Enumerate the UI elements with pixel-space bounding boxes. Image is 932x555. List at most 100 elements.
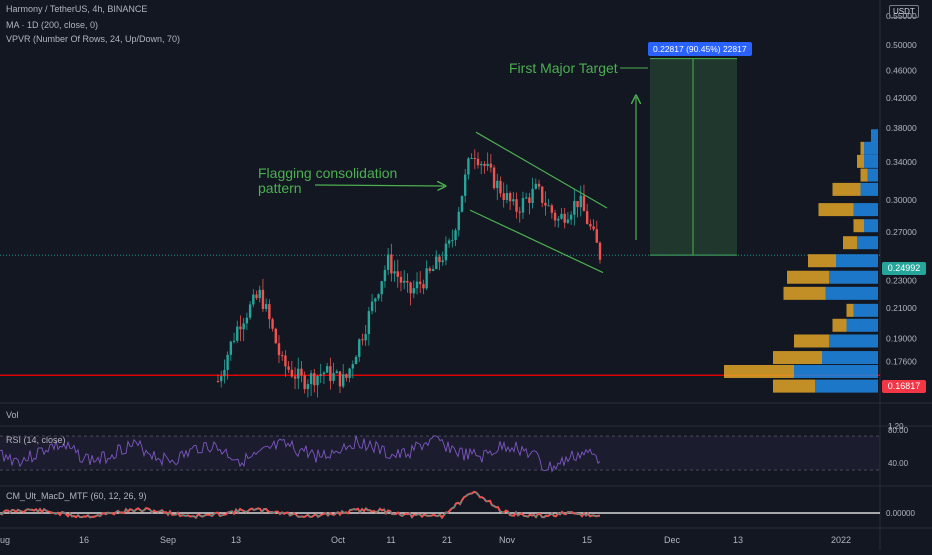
candle-body xyxy=(277,343,281,356)
candle-body xyxy=(406,280,409,283)
candle-body xyxy=(264,304,268,309)
vpvr-down-bar xyxy=(794,334,829,348)
candle-body xyxy=(367,311,371,335)
vpvr-up-bar xyxy=(822,351,878,365)
candle-body xyxy=(287,366,290,370)
candle-body xyxy=(370,301,374,312)
candle-body xyxy=(573,201,576,215)
vpvr-up-bar xyxy=(815,379,878,393)
flag-upper-line xyxy=(475,131,608,209)
candle-body xyxy=(589,223,592,227)
vpvr-down-bar xyxy=(787,270,829,284)
rsi-band xyxy=(0,436,880,470)
candle-body xyxy=(467,158,470,175)
x-tick-label: Nov xyxy=(499,535,516,545)
vpvr-up-bar xyxy=(864,154,878,168)
support-price-tag: 0.16817 xyxy=(882,380,926,393)
candle-body xyxy=(390,254,393,274)
candle-body xyxy=(521,198,525,213)
vpvr-down-bar xyxy=(832,182,861,196)
candle-body xyxy=(512,199,515,202)
candle-body xyxy=(380,281,383,295)
macd-signal-line xyxy=(0,491,601,519)
vpvr-up-bar xyxy=(860,182,878,196)
vpvr-down-bar xyxy=(783,286,826,300)
candle-body xyxy=(515,199,518,212)
candle-body xyxy=(428,268,432,271)
candle-body xyxy=(531,188,534,203)
candle-body xyxy=(316,375,319,386)
candle-body xyxy=(566,219,570,223)
candle-body xyxy=(499,180,502,194)
ma-legend[interactable]: MA · 1D (200, close, 0) xyxy=(6,20,99,30)
candle-body xyxy=(341,374,345,387)
candle-body xyxy=(332,373,335,381)
x-tick-label: 13 xyxy=(231,535,241,545)
x-tick-label: 2022 xyxy=(831,535,851,545)
candle-body xyxy=(242,323,245,330)
candle-body xyxy=(297,368,300,379)
y-tick-label: 0.23000 xyxy=(886,275,917,285)
vpvr-down-bar xyxy=(773,379,815,393)
vpvr-down-bar xyxy=(724,364,794,378)
candle-body xyxy=(528,197,531,203)
volume-pane-label[interactable]: Vol xyxy=(6,410,19,420)
candle-body xyxy=(268,304,271,320)
candle-body xyxy=(547,205,550,207)
candle-body xyxy=(351,364,355,369)
candle-body xyxy=(361,339,364,341)
vpvr-legend[interactable]: VPVR (Number Of Rows, 24, Up/Down, 70) xyxy=(6,34,181,44)
candle-body xyxy=(425,268,428,289)
y-tick-label: 0.46000 xyxy=(886,65,917,75)
candle-body xyxy=(598,242,602,260)
candle-body xyxy=(255,294,258,299)
candle-body xyxy=(463,174,467,196)
macd-pane-label[interactable]: CM_Ult_MacD_MTF (60, 12, 26, 9) xyxy=(6,491,147,501)
vpvr-up-bar xyxy=(794,364,878,378)
y-tick-label: 0.55000 xyxy=(886,11,917,21)
vpvr-down-bar xyxy=(860,141,864,155)
candle-body xyxy=(284,355,287,367)
candle-body xyxy=(232,340,236,342)
symbol-legend[interactable]: Harmony / TetherUS, 4h, BINANCE xyxy=(6,4,148,14)
vpvr-down-bar xyxy=(818,203,854,217)
candle-body xyxy=(508,192,512,202)
vpvr-down-bar xyxy=(843,236,857,250)
candle-body xyxy=(393,271,396,274)
candle-body xyxy=(354,356,358,365)
candle-body xyxy=(585,211,589,224)
candle-body xyxy=(444,243,448,261)
y-tick-label: 0.27000 xyxy=(886,227,917,237)
x-tick-label: 13 xyxy=(733,535,743,545)
candle-body xyxy=(348,368,351,378)
candle-body xyxy=(325,366,329,373)
candle-body xyxy=(386,254,390,270)
candle-body xyxy=(396,271,399,277)
rsi-pane-label[interactable]: RSI (14, close) xyxy=(6,435,66,445)
vpvr-down-bar xyxy=(808,254,836,268)
vpvr-up-bar xyxy=(853,203,878,217)
candle-body xyxy=(261,289,265,309)
candle-body xyxy=(419,281,422,285)
rsi-line xyxy=(0,435,601,474)
candle-body xyxy=(258,289,261,299)
candle-body xyxy=(412,288,416,294)
x-tick-label: Aug xyxy=(0,535,10,545)
candle-body xyxy=(473,157,477,159)
rsi-tick-40: 40.00 xyxy=(888,459,909,468)
candle-body xyxy=(220,376,223,382)
candle-body xyxy=(248,304,252,318)
candle-body xyxy=(335,371,338,374)
macd-tick: 0.00000 xyxy=(886,509,915,518)
candle-body xyxy=(496,180,499,189)
currency-badge[interactable]: USDT xyxy=(889,5,919,18)
rsi-top-tick: 1.20 xyxy=(888,422,904,431)
candle-body xyxy=(239,326,242,330)
candle-body xyxy=(293,376,297,379)
candle-body xyxy=(560,213,563,219)
vpvr-up-bar xyxy=(853,303,878,317)
rsi-tick-80: 80.00 xyxy=(888,426,909,435)
vpvr-up-bar xyxy=(846,318,878,332)
candle-body xyxy=(550,205,554,213)
